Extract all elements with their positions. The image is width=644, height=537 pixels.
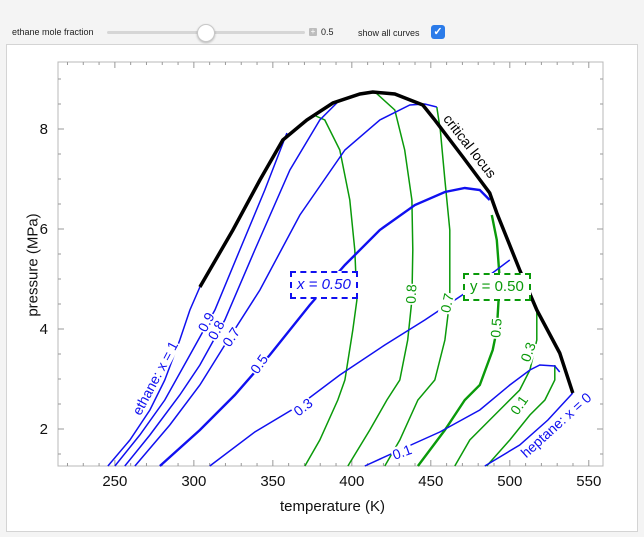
- y-tick-label: 4: [40, 321, 48, 338]
- bubble-curve-x-0.7: [134, 103, 437, 467]
- y-box-label: y = 0.50: [470, 278, 524, 295]
- x-tick-label: 300: [181, 473, 206, 490]
- x-tick-label: 400: [339, 473, 364, 490]
- bubble-curve-x-1: [107, 286, 201, 467]
- dew-curve-label: 0.8: [402, 283, 420, 305]
- y-tick-label: 8: [40, 121, 48, 138]
- x-tick-label: 350: [260, 473, 285, 490]
- dew-curve-y-0.9: [304, 115, 358, 467]
- dew-curve-y-0.5: [416, 214, 502, 467]
- plot-frame: [57, 61, 604, 467]
- plus-icon[interactable]: +: [309, 27, 317, 36]
- checkbox-label: show all curves: [358, 28, 420, 38]
- x-tick-label: 250: [102, 473, 127, 490]
- x-axis-label: temperature (K): [280, 498, 386, 515]
- bubble-curve-x-0.5: [159, 186, 491, 467]
- x-box-label: x = 0.50: [297, 276, 351, 293]
- y-tick-label: 2: [40, 421, 48, 438]
- critical-locus-curve: [198, 90, 575, 394]
- dew-curve-label: 0.5: [487, 316, 505, 340]
- y-tick-label: 6: [40, 221, 48, 238]
- slider-value: 0.5: [321, 27, 334, 37]
- dew-curve-y-0.7: [384, 106, 451, 467]
- bubble-curve-x-0.3: [209, 259, 511, 467]
- slider-label: ethane mole fraction: [12, 27, 94, 37]
- bubble-curve-x-0.8: [124, 99, 341, 467]
- show-all-curves-checkbox[interactable]: ✓: [431, 25, 445, 39]
- x-tick-label: 500: [497, 473, 522, 490]
- x-selection-box: x = 0.50: [290, 271, 358, 299]
- dew-curve-y-0.1: [486, 365, 556, 467]
- bubble-curve-x-0.1: [364, 364, 561, 467]
- checkmark-icon: ✓: [433, 26, 443, 38]
- slider-thumb[interactable]: [197, 24, 215, 42]
- y-axis-label: pressure (MPa): [24, 213, 42, 317]
- x-tick-label: 450: [418, 473, 443, 490]
- dew-curve-label: 0.7: [437, 291, 457, 315]
- x-tick-label: 550: [576, 473, 601, 490]
- y-selection-box: y = 0.50: [463, 273, 531, 301]
